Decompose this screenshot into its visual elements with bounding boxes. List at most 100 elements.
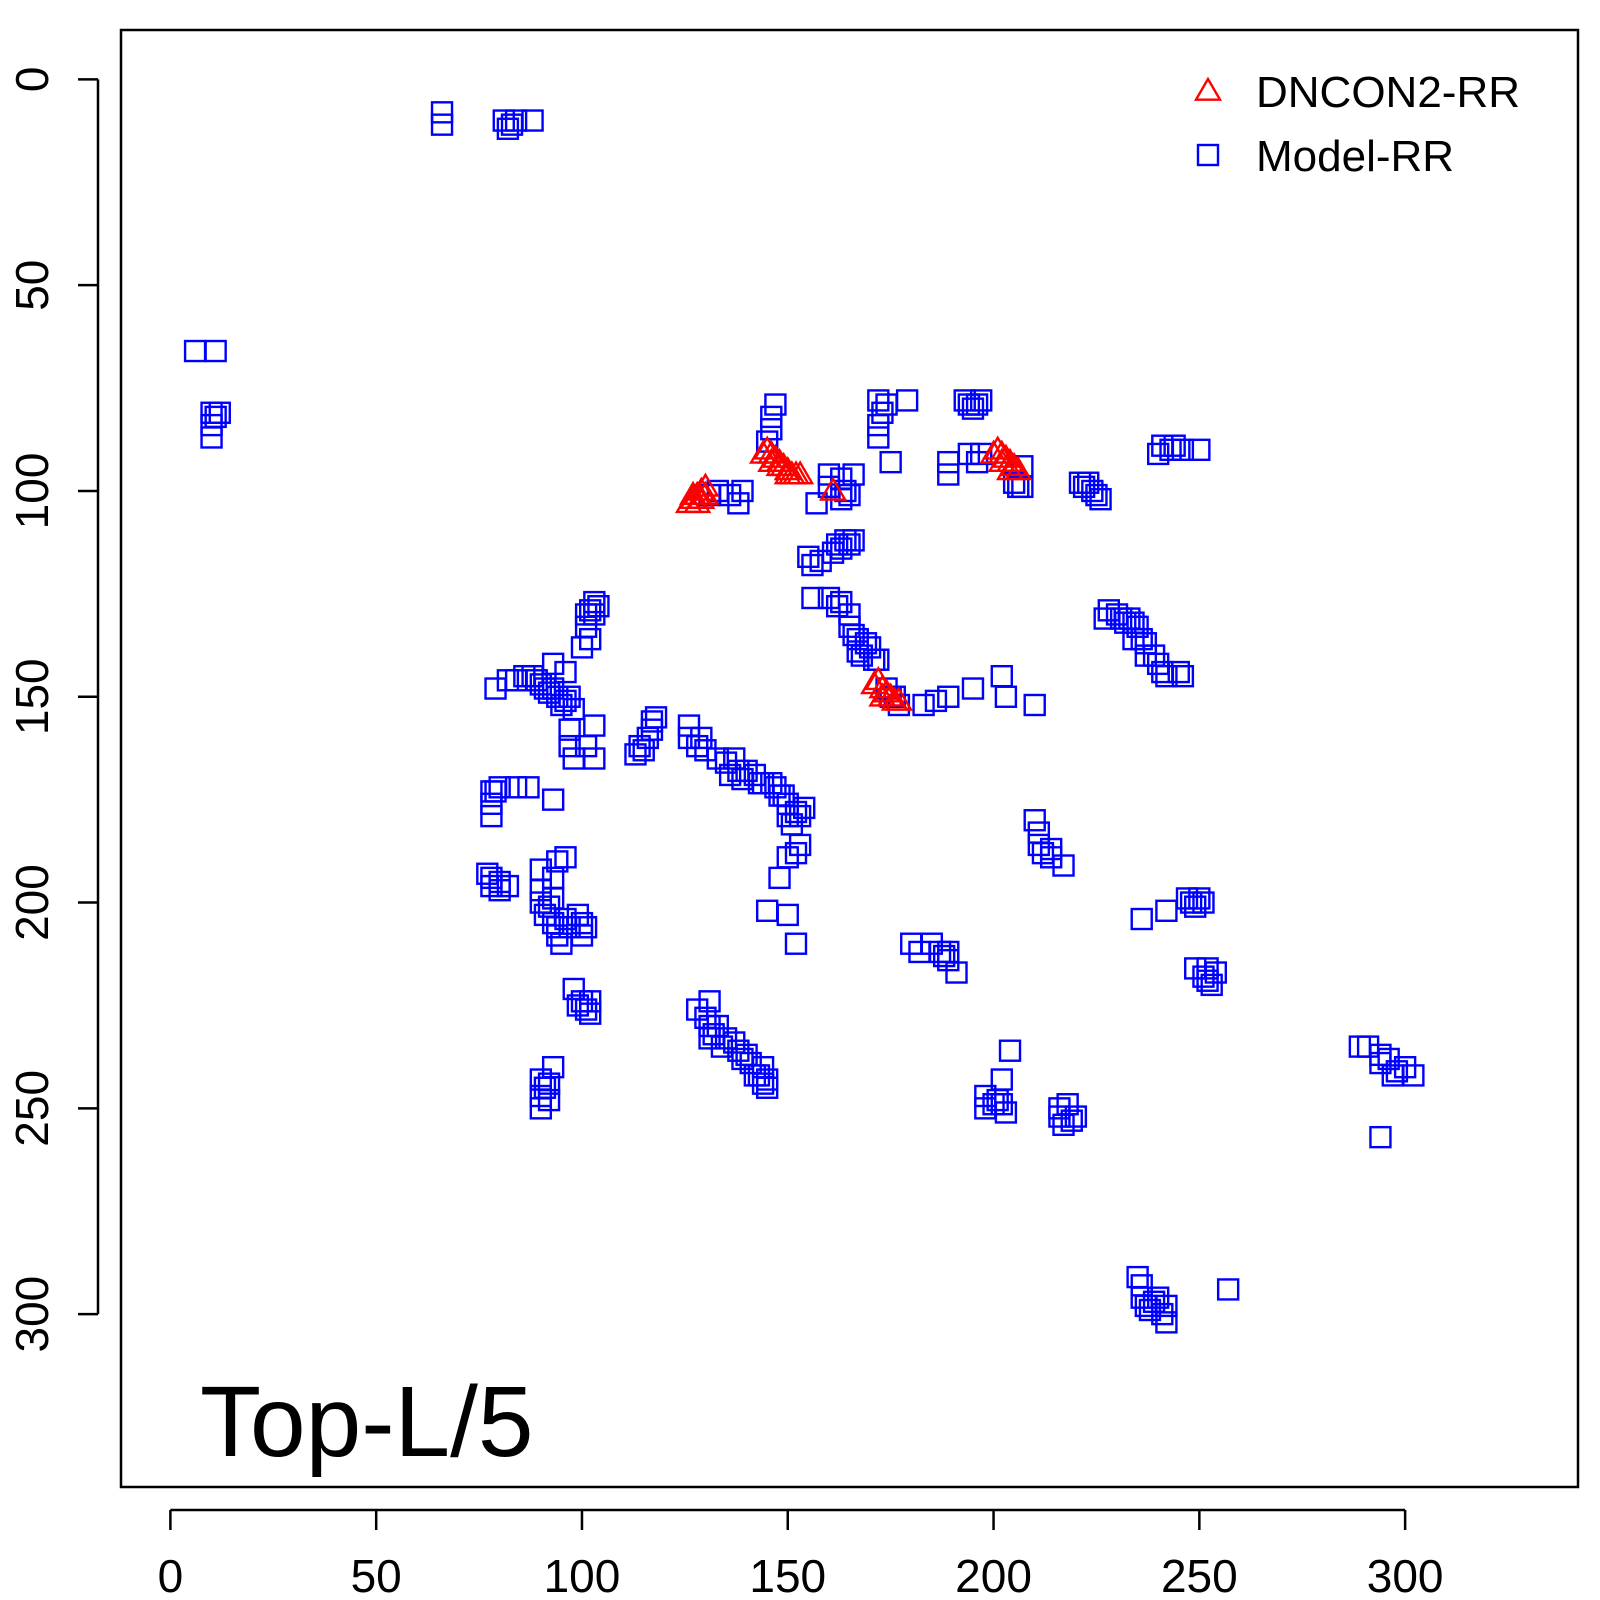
model-rr-point: [1023, 693, 1046, 717]
model-rr-point: [990, 1093, 1013, 1116]
model-rr-point: [677, 726, 701, 750]
model-rr-point: [784, 800, 808, 824]
model-rr-point: [937, 685, 960, 708]
model-rr-point: [583, 603, 606, 626]
model-rr-point: [1377, 1047, 1400, 1071]
model-rr-point: [480, 792, 503, 815]
model-rr-point: [846, 627, 869, 651]
model-rr-point: [1134, 632, 1158, 655]
model-rr-point: [937, 463, 960, 486]
model-rr-point: [776, 903, 799, 927]
model-rr-point: [1196, 957, 1219, 980]
dncon2-rr-point: [995, 456, 1025, 481]
model-rr-point: [1060, 1109, 1083, 1132]
model-rr-point: [1393, 1055, 1417, 1079]
model-rr-point: [550, 693, 573, 717]
model-rr-point: [541, 1055, 565, 1079]
model-rr-point: [1052, 854, 1075, 877]
model-rr-point: [624, 743, 647, 766]
model-rr-point: [690, 726, 713, 750]
model-rr-point: [970, 442, 993, 466]
model-rr-point: [1196, 969, 1219, 992]
model-rr-point: [529, 1084, 553, 1108]
model-rr-point: [990, 1068, 1013, 1091]
model-rr-point: [579, 627, 602, 651]
model-rr-point: [747, 1064, 771, 1087]
x-tick-label: 100: [544, 1550, 621, 1600]
model-rr-point: [1027, 833, 1051, 857]
dncon2-rr-point: [884, 686, 913, 711]
model-rr-point: [1188, 887, 1211, 910]
model-rr-point: [554, 846, 577, 869]
model-rr-point: [496, 874, 520, 898]
model-rr-point: [1031, 841, 1055, 865]
y-tick-label: 150: [6, 658, 58, 735]
y-tick-label: 50: [6, 260, 58, 311]
model-rr-point: [1385, 1060, 1409, 1083]
model-rr-point: [1064, 1105, 1088, 1128]
x-tick-label: 300: [1367, 1550, 1444, 1600]
dncon2-rr-point: [818, 476, 848, 501]
model-rr-point: [517, 776, 540, 799]
model-rr-point: [805, 492, 828, 515]
model-rr-point: [1204, 961, 1228, 984]
model-rr-point: [1184, 895, 1207, 918]
model-rr-point: [867, 426, 890, 449]
model-rr-point: [504, 776, 528, 799]
model-rr-point: [776, 804, 799, 828]
model-rr-point: [755, 430, 779, 453]
model-rr-point: [1171, 664, 1195, 688]
model-rr-point: [1192, 891, 1215, 914]
model-rr-point: [529, 673, 553, 696]
model-rr-point: [1175, 887, 1199, 910]
model-rr-point: [583, 590, 606, 614]
model-rr-point: [784, 841, 808, 865]
model-rr-point: [764, 776, 787, 799]
model-rr-point: [854, 632, 878, 655]
model-rr-point: [834, 479, 857, 503]
model-rr-point: [842, 529, 865, 552]
model-rr-point: [1151, 1302, 1174, 1326]
model-rr-point: [529, 891, 553, 914]
model-rr-point: [644, 706, 668, 729]
model-rr-point: [994, 685, 1018, 708]
dncon2-rr-point: [679, 480, 708, 505]
model-rr-point: [1179, 891, 1203, 914]
model-rr-point: [821, 541, 845, 564]
model-rr-point: [208, 401, 231, 424]
model-rr-point: [825, 595, 849, 618]
model-rr-point: [994, 1101, 1018, 1124]
model-rr-point: [1023, 809, 1046, 832]
model-rr-point: [718, 763, 742, 787]
model-rr-point: [554, 689, 577, 713]
model-rr-point: [1369, 1125, 1392, 1149]
model-rr-point: [562, 977, 585, 1001]
model-rr-point: [912, 693, 935, 717]
x-tick-label: 250: [1161, 1550, 1238, 1600]
model-rr-point: [1085, 483, 1108, 507]
model-rr-point: [743, 763, 767, 787]
model-rr-point: [1130, 1286, 1153, 1309]
model-rr-point: [1122, 611, 1145, 634]
dncon2-rr-point: [1000, 451, 1029, 477]
model-rr-point: [1077, 471, 1100, 494]
model-rr-point: [838, 615, 861, 638]
model-rr-point: [1130, 627, 1153, 651]
model-rr-point: [920, 932, 944, 955]
model-rr-point: [521, 109, 544, 132]
model-rr-point: [1039, 846, 1063, 869]
model-rr-point: [541, 652, 565, 676]
model-rr-point: [895, 389, 919, 412]
dncon2-rr-point: [868, 682, 897, 707]
model-rr-point: [521, 664, 544, 688]
y-tick-label: 300: [6, 1276, 58, 1353]
legend-label: Model-RR: [1256, 132, 1454, 181]
model-rr-point: [1171, 438, 1195, 462]
model-rr-point: [1200, 973, 1223, 997]
model-rr-point: [698, 990, 721, 1013]
model-rr-point: [1126, 615, 1149, 638]
model-rr-point: [480, 804, 503, 828]
model-rr-point: [727, 492, 750, 515]
model-rr-point: [817, 586, 841, 610]
